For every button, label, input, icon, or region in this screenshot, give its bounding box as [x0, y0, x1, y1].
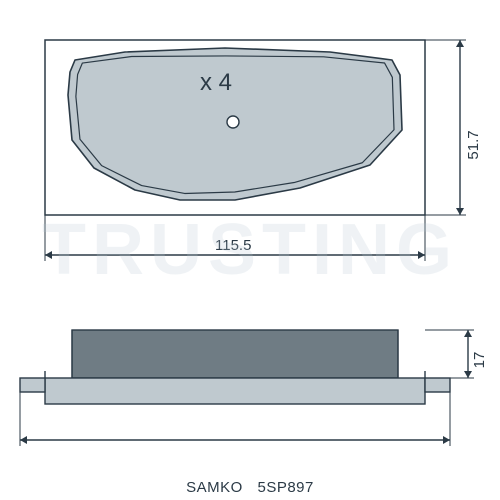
diagram-canvas: x 4115.551.717 TRUSTING SAMKO 5SP897 [0, 0, 500, 500]
side-right-tab [425, 378, 450, 392]
footer-brand: SAMKO [186, 479, 243, 496]
top-width-dimension: 115.5 [215, 237, 251, 254]
center-hole [227, 116, 239, 128]
footer-part-number: 5SP897 [257, 479, 313, 496]
side-left-tab [20, 378, 45, 392]
top-height-dimension: 51.7 [465, 130, 482, 159]
diagram-svg: x 4 115.5 51.7 17 [0, 0, 500, 500]
side-thickness-dimension: 17 [471, 352, 488, 369]
footer: SAMKO 5SP897 [0, 479, 500, 496]
side-backplate [45, 378, 425, 404]
quantity-label: x 4 [200, 69, 232, 96]
side-friction-layer [72, 330, 398, 378]
